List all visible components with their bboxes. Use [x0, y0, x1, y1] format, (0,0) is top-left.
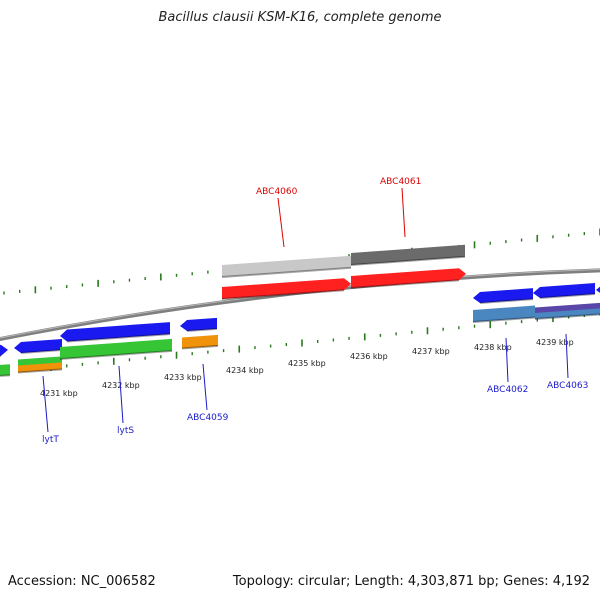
gene-abc4059-upper-shadow [186, 327, 218, 332]
gene-abc4060-track-shadow [221, 266, 352, 278]
gene-abc4062-track [472, 305, 536, 323]
gene-lytt-orange-body [18, 362, 62, 373]
gene-right-edge-body [596, 286, 600, 293]
scale-label: 4238 kbp [474, 343, 512, 352]
gene-abc4060-track-body [222, 255, 351, 277]
gene-abc4062-track-shadow [472, 316, 536, 323]
gene-abc4063-track-body [535, 302, 600, 315]
scale-label: 4239 kbp [536, 338, 574, 347]
leader-abc4062 [505, 337, 509, 383]
gene-features [0, 244, 600, 377]
gene-abc4063-body [533, 283, 595, 298]
gene-lyts-upper-body [60, 322, 170, 342]
gene-left-edge [0, 344, 8, 357]
gene-abc4062-body [473, 288, 533, 303]
gene-abc4060-shadow [221, 289, 345, 300]
gene-label-abc4059: ABC4059 [187, 413, 229, 423]
gene-label-abc4063: ABC4063 [547, 381, 588, 391]
leader-abc4059 [202, 363, 208, 411]
gene-right-edge [596, 286, 600, 293]
gene-abc4061 [350, 268, 466, 289]
gene-abc4059-shadow [181, 344, 219, 350]
gene-label-abc4062: ABC4062 [487, 385, 528, 395]
gene-abc4062-shadow [479, 298, 534, 304]
scale-label: 4234 kbp [226, 366, 264, 375]
leader-abc4061 [401, 187, 406, 238]
gene-labels: ABC4060 ABC4061 lytT lytS ABC4059 ABC4062 ABC4… [42, 177, 588, 445]
gene-lytt-upper [14, 339, 63, 354]
gene-label-abc4060: ABC4060 [256, 187, 298, 197]
gene-label-lyts: lytS [117, 426, 134, 436]
gene-green-edge-body [0, 364, 10, 376]
gene-left-edge-shadow [0, 354, 2, 357]
label-leader-lines [42, 187, 569, 433]
scale-label: 4235 kbp [288, 359, 326, 368]
gene-label-abc4061: ABC4061 [380, 177, 421, 187]
genome-title: Bacillus clausii KSM-K16, complete genom… [158, 10, 442, 25]
gene-lytt-orange-shadow [17, 368, 63, 374]
scale-label: 4236 kbp [350, 352, 388, 361]
gene-lyts-shadow [59, 349, 173, 360]
gene-lyts-upper-shadow [66, 333, 171, 343]
gene-abc4063-track-lower-shadow [534, 313, 600, 320]
scale-label: 4237 kbp [412, 347, 450, 356]
gene-abc4060 [221, 278, 351, 300]
gene-abc4063-track-lower-body [535, 308, 600, 319]
leader-lyts [118, 365, 124, 424]
gene-abc4061-track [350, 244, 466, 266]
gene-abc4059 [181, 334, 219, 350]
topology-summary: Topology: circular; Length: 4,303,871 bp… [232, 574, 590, 589]
gene-abc4060-body [222, 278, 351, 299]
gene-lytt-upper-shadow [20, 349, 63, 354]
gene-lyts [59, 338, 173, 360]
gene-lytt-upper-body [14, 339, 62, 353]
gene-left-edge-body [0, 344, 8, 356]
gene-abc4063-shadow [539, 293, 596, 299]
gene-abc4059-upper [180, 317, 218, 332]
gene-lyts-upper [60, 322, 171, 343]
gene-lyts-body [60, 338, 172, 359]
gene-abc4061-track-shadow [350, 255, 466, 266]
gene-abc4061-track-body [351, 244, 465, 265]
gene-abc4059-upper-body [180, 317, 217, 331]
gene-green-edge-shadow [0, 374, 11, 377]
gene-green-edge [0, 364, 11, 377]
gene-abc4062-track-body [473, 305, 535, 322]
gene-abc4063-track-lower [534, 308, 600, 320]
scale-label: 4231 kbp [40, 389, 78, 398]
gene-abc4061-body [351, 268, 466, 288]
gene-abc4061-shadow [350, 279, 460, 289]
gene-label-lytt: lytT [42, 435, 59, 445]
gene-abc4062 [473, 288, 534, 304]
leader-abc4063 [565, 333, 569, 379]
gene-lytt-orange [17, 362, 63, 374]
gene-abc4059-body [182, 334, 218, 349]
leader-abc4060 [277, 197, 285, 248]
gene-abc4060-track [221, 255, 352, 278]
leader-lytt [42, 375, 49, 433]
gene-abc4063 [533, 283, 596, 299]
accession-text: Accession: NC_006582 [8, 574, 156, 589]
scale-label: 4233 kbp [164, 373, 202, 382]
